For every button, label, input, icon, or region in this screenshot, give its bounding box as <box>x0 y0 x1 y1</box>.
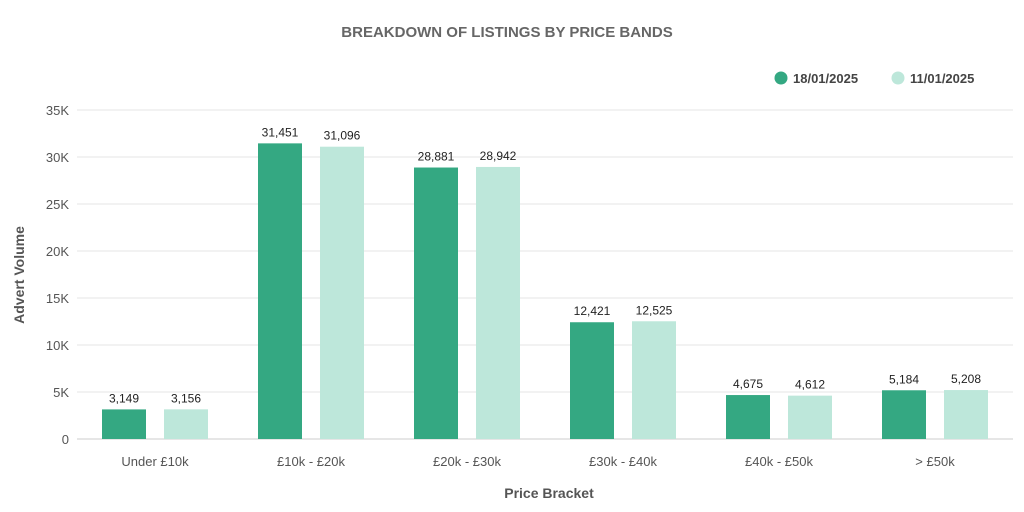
gridlines <box>77 109 1013 440</box>
x-axis-title: Price Bracket <box>504 485 594 501</box>
y-tick-label: 25K <box>46 197 69 212</box>
y-tick-label: 30K <box>46 150 69 165</box>
data-labels: 3,149 3,156 31,451 31,096 28,881 28,942 12,421… <box>109 125 981 405</box>
data-label: 5,184 <box>889 372 919 386</box>
legend[interactable]: 18/01/2025 11/01/2025 <box>774 71 975 86</box>
y-tick-label: 5K <box>53 385 69 400</box>
x-tick-label: £10k - £20k <box>277 454 345 469</box>
chart-title: BREAKDOWN OF LISTINGS BY PRICE BANDS <box>341 24 672 41</box>
legend-marker[interactable] <box>891 71 905 85</box>
bar[interactable] <box>414 167 458 439</box>
data-label: 4,675 <box>733 377 763 391</box>
bar[interactable] <box>320 146 364 439</box>
bar[interactable] <box>788 395 832 439</box>
data-label: 12,525 <box>636 303 673 317</box>
bar[interactable] <box>258 143 302 439</box>
y-tick-label: 0 <box>62 432 69 447</box>
y-axis-ticks: 0 5K 10K 15K 20K 25K 30K 35K <box>46 103 69 447</box>
legend-label[interactable]: 18/01/2025 <box>793 71 858 86</box>
y-tick-label: 35K <box>46 103 69 118</box>
data-label: 12,421 <box>574 304 611 318</box>
bar[interactable] <box>632 321 676 439</box>
x-tick-label: £30k - £40k <box>589 454 657 469</box>
x-tick-label: > £50k <box>915 454 955 469</box>
data-label: 31,451 <box>262 125 299 139</box>
legend-label[interactable]: 11/01/2025 <box>910 71 974 86</box>
bar[interactable] <box>164 409 208 439</box>
legend-marker[interactable] <box>774 71 788 85</box>
bar[interactable] <box>570 322 614 439</box>
x-tick-label: Under £10k <box>121 454 189 469</box>
y-axis-title: Advert Volume <box>11 226 27 324</box>
y-tick-label: 10K <box>46 338 69 353</box>
bar[interactable] <box>476 166 520 440</box>
bar[interactable] <box>944 390 988 439</box>
data-label: 3,149 <box>109 391 139 405</box>
data-label: 31,096 <box>324 129 361 143</box>
y-tick-label: 20K <box>46 244 69 259</box>
bars <box>102 143 988 440</box>
bar[interactable] <box>726 395 770 439</box>
x-tick-label: £40k - £50k <box>745 454 813 469</box>
data-label: 5,208 <box>951 372 981 386</box>
x-tick-label: £20k - £30k <box>433 454 501 469</box>
data-label: 28,942 <box>480 149 517 163</box>
data-label: 4,612 <box>795 378 825 392</box>
bar[interactable] <box>882 390 926 439</box>
bar[interactable] <box>102 409 146 439</box>
data-label: 3,156 <box>171 391 201 405</box>
y-tick-label: 15K <box>46 291 69 306</box>
x-axis-ticks: Under £10k £10k - £20k £20k - £30k £30k - £… <box>121 454 955 469</box>
data-label: 28,881 <box>418 150 455 164</box>
